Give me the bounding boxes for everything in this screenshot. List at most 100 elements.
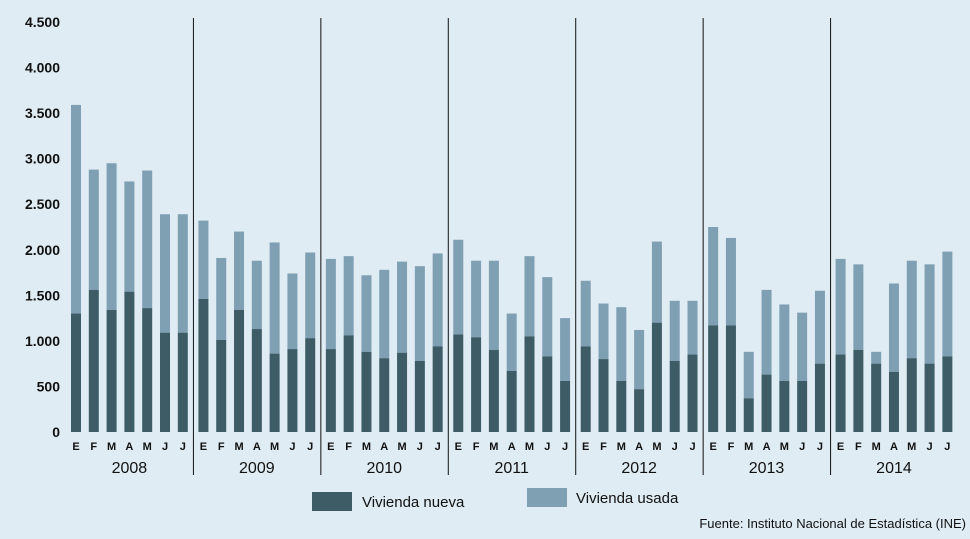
bar-vivienda-nueva — [524, 336, 535, 432]
month-tick-label: M — [107, 441, 116, 453]
bar-vivienda-nueva — [287, 349, 298, 432]
month-tick-label: A — [890, 441, 898, 453]
bar-vivienda-usada — [651, 241, 662, 323]
bar-vivienda-nueva — [853, 350, 864, 432]
month-tick-label: A — [508, 441, 516, 453]
bar-vivienda-nueva — [71, 313, 81, 432]
month-tick-label: J — [672, 441, 678, 453]
bar-vivienda-nueva — [924, 363, 935, 432]
bars — [71, 104, 953, 432]
month-tick-label: M — [143, 441, 152, 453]
month-tick-label: F — [855, 441, 862, 453]
bar-vivienda-usada — [160, 214, 170, 333]
y-tick-label: 2.000 — [25, 242, 60, 258]
year-tick-label: 2011 — [494, 460, 529, 477]
month-tick-label: E — [200, 441, 207, 453]
month-tick-label: J — [799, 441, 805, 453]
month-tick-label: F — [473, 441, 480, 453]
month-tick-label: M — [362, 441, 371, 453]
bar-vivienda-usada — [506, 313, 517, 371]
bar-vivienda-nueva — [835, 354, 846, 432]
bar-vivienda-nueva — [651, 322, 662, 432]
month-tick-label: M — [270, 441, 279, 453]
bar-vivienda-usada — [361, 275, 372, 352]
month-tick-label: E — [582, 441, 589, 453]
bar-vivienda-usada — [942, 251, 953, 357]
y-tick-label: 3.500 — [25, 105, 60, 121]
bar-vivienda-nueva — [361, 351, 372, 432]
bar-vivienda-usada — [177, 214, 188, 333]
bar-vivienda-nueva — [453, 334, 464, 432]
bar-vivienda-usada — [216, 257, 227, 340]
month-tick-label: M — [525, 441, 534, 453]
bar-vivienda-nueva — [942, 356, 953, 432]
bar-vivienda-nueva — [616, 380, 627, 432]
year-tick-label: 2010 — [366, 460, 402, 477]
bar-vivienda-nueva — [343, 335, 354, 432]
bar-vivienda-usada — [414, 266, 425, 361]
bar-vivienda-usada — [634, 329, 645, 390]
bar-vivienda-nueva — [560, 380, 571, 432]
month-tick-label: J — [817, 441, 823, 453]
month-tick-label: M — [744, 441, 753, 453]
bar-vivienda-nueva — [779, 380, 790, 432]
month-tick-label: F — [728, 441, 735, 453]
bar-vivienda-usada — [708, 227, 719, 326]
year-tick-label: 2013 — [749, 460, 785, 477]
month-tick-label: J — [544, 441, 550, 453]
month-tick-label: J — [180, 441, 186, 453]
bar-vivienda-nueva — [598, 359, 609, 432]
bar-vivienda-usada — [924, 264, 935, 364]
month-tick-label: M — [780, 441, 789, 453]
month-tick-label: J — [162, 441, 168, 453]
legend-label-vivienda-nueva: Vivienda nueva — [362, 494, 465, 511]
year-separators — [192, 18, 832, 475]
bar-vivienda-usada — [906, 260, 917, 359]
bar-vivienda-nueva — [871, 363, 882, 432]
bar-vivienda-nueva — [888, 371, 899, 432]
month-tick-label: E — [455, 441, 462, 453]
bar-vivienda-nueva — [106, 309, 117, 432]
bar-vivienda-usada — [198, 220, 209, 299]
y-tick-label: 4.500 — [25, 14, 60, 30]
bar-vivienda-usada — [251, 260, 262, 330]
y-tick-label: 500 — [37, 378, 61, 394]
month-tick-label: M — [907, 441, 916, 453]
bar-vivienda-usada — [616, 307, 627, 381]
month-tick-label: A — [253, 441, 261, 453]
y-tick-label: 1.500 — [25, 287, 60, 303]
bar-vivienda-usada — [669, 300, 680, 361]
bar-vivienda-nueva — [269, 353, 280, 432]
bar-vivienda-nueva — [432, 346, 443, 432]
month-tick-label: M — [617, 441, 626, 453]
bar-vivienda-nueva — [814, 363, 825, 432]
month-tick-label: M — [489, 441, 498, 453]
month-tick-label: E — [72, 441, 79, 453]
year-tick-label: 2008 — [112, 460, 148, 477]
month-tick-label: J — [927, 441, 933, 453]
bar-vivienda-usada — [580, 280, 591, 347]
month-tick-label: E — [837, 441, 844, 453]
bar-vivienda-nueva — [906, 358, 917, 432]
legend-swatch-vivienda-nueva — [312, 492, 352, 511]
legend-label-vivienda-usada: Vivienda usada — [576, 490, 679, 507]
bar-vivienda-usada — [888, 283, 899, 372]
bar-vivienda-usada — [142, 170, 153, 309]
bar-vivienda-nueva — [669, 360, 680, 432]
bar-vivienda-nueva — [379, 358, 390, 432]
month-tick-label: J — [435, 441, 441, 453]
month-tick-label: F — [90, 441, 97, 453]
bar-vivienda-nueva — [761, 374, 772, 432]
bar-vivienda-usada — [797, 312, 808, 381]
bar-vivienda-usada — [598, 303, 609, 360]
bar-vivienda-usada — [71, 104, 81, 314]
month-tick-label: M — [872, 441, 881, 453]
bar-vivienda-usada — [488, 260, 499, 350]
bar-vivienda-nueva — [325, 349, 336, 432]
bar-vivienda-nueva — [797, 380, 808, 432]
month-tick-label: A — [635, 441, 643, 453]
bar-vivienda-nueva — [216, 339, 227, 432]
